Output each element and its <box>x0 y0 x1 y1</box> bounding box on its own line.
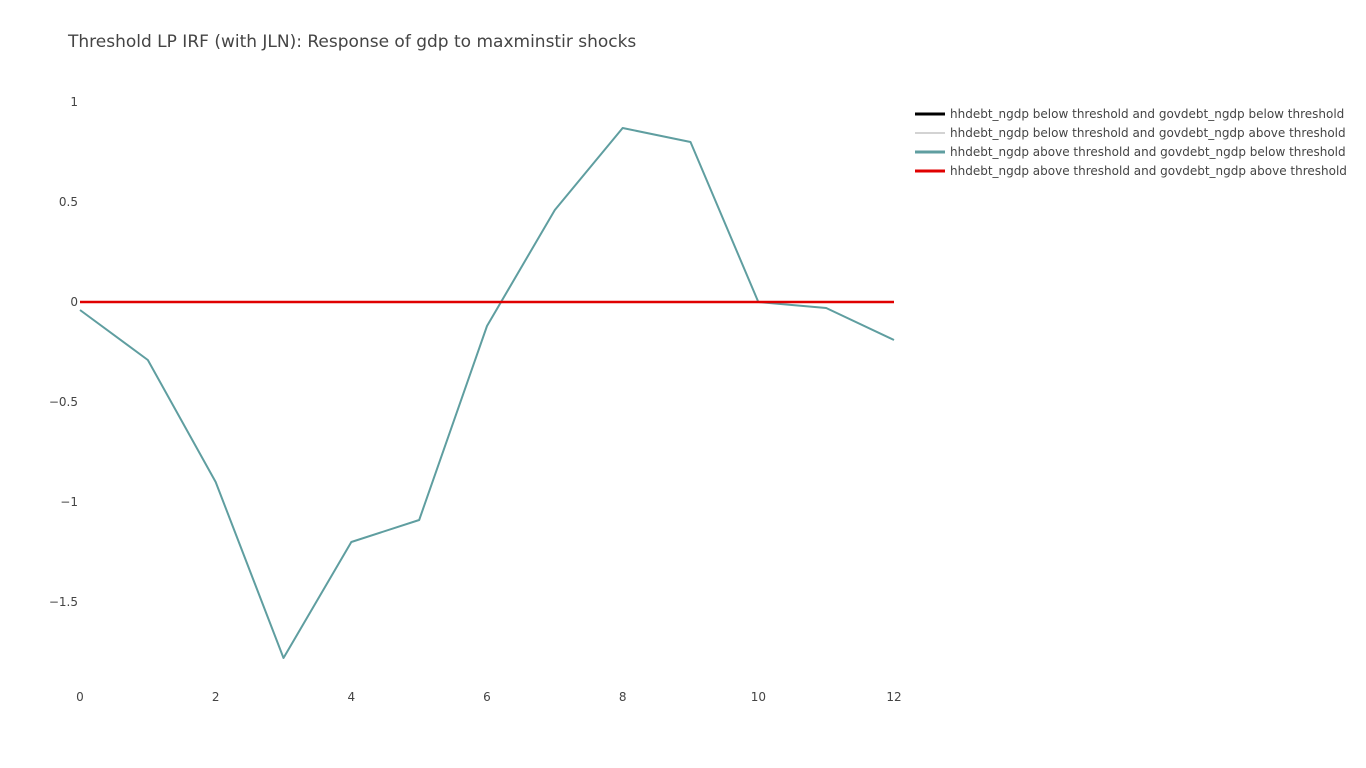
x-tick-label: 2 <box>212 690 220 704</box>
legend-label: hhdebt_ngdp below threshold and govdebt_… <box>950 126 1346 140</box>
y-tick-label: 0.5 <box>59 195 78 209</box>
y-tick-label: −0.5 <box>49 395 78 409</box>
chart-title: Threshold LP IRF (with JLN): Response of… <box>68 32 637 52</box>
x-tick-label: 8 <box>619 690 627 704</box>
legend-item-1[interactable]: hhdebt_ngdp below threshold and govdebt_… <box>915 107 1344 121</box>
y-tick-label: 1 <box>70 95 78 109</box>
x-tick-label: 6 <box>483 690 491 704</box>
legend-label: hhdebt_ngdp below threshold and govdebt_… <box>950 107 1344 121</box>
y-tick-label: −1.5 <box>49 595 78 609</box>
x-tick-label: 4 <box>348 690 356 704</box>
y-axis: 1 0.5 0 −0.5 −1 −1.5 <box>49 95 78 609</box>
x-tick-label: 12 <box>886 690 901 704</box>
legend-label: hhdebt_ngdp above threshold and govdebt_… <box>950 145 1346 159</box>
y-tick-label: 0 <box>70 295 78 309</box>
series-layer <box>79 127 895 659</box>
series-line-3 <box>79 127 895 659</box>
x-tick-label: 0 <box>76 690 84 704</box>
legend-label: hhdebt_ngdp above threshold and govdebt_… <box>950 164 1347 178</box>
legend-item-3[interactable]: hhdebt_ngdp above threshold and govdebt_… <box>915 145 1346 159</box>
y-tick-label: −1 <box>60 495 78 509</box>
x-axis: 0 2 4 6 8 10 12 <box>76 690 901 704</box>
legend-item-2[interactable]: hhdebt_ngdp below threshold and govdebt_… <box>915 126 1346 140</box>
legend-item-4[interactable]: hhdebt_ngdp above threshold and govdebt_… <box>915 164 1347 178</box>
legend[interactable]: hhdebt_ngdp below threshold and govdebt_… <box>915 107 1347 178</box>
x-tick-label: 10 <box>751 690 766 704</box>
